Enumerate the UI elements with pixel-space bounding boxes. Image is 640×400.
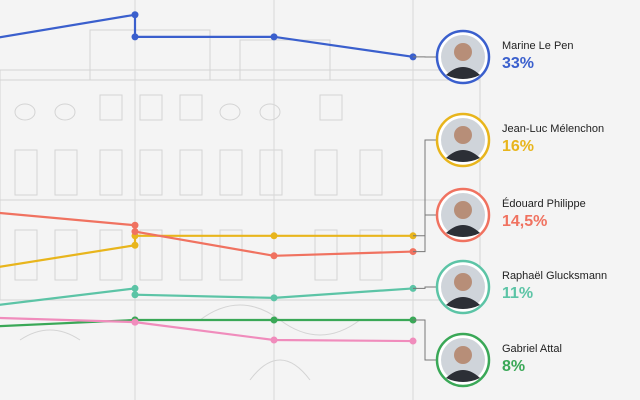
portrait-body: [446, 297, 480, 309]
legend-name: Raphaël Glucksmann: [502, 270, 607, 282]
data-point: [131, 33, 139, 41]
portrait-head: [454, 201, 472, 219]
data-point: [131, 318, 139, 326]
legend-value: 33%: [502, 55, 534, 72]
portrait-body: [446, 67, 480, 79]
data-point: [131, 11, 139, 19]
legend-value: 11%: [502, 285, 533, 302]
portrait-body: [446, 370, 480, 382]
portrait-body: [446, 225, 480, 237]
portrait-head: [454, 346, 472, 364]
data-point: [131, 284, 139, 292]
legend-name: Marine Le Pen: [502, 40, 574, 52]
portrait-head: [454, 43, 472, 61]
portrait-head: [454, 273, 472, 291]
portrait-head: [454, 126, 472, 144]
series-line: [0, 318, 413, 328]
data-point: [131, 221, 139, 229]
legend-value: 16%: [502, 138, 534, 155]
connector: [413, 214, 437, 253]
legend-value: 14,5%: [502, 213, 547, 230]
data-point: [131, 291, 139, 299]
data-point: [270, 336, 278, 344]
connector: [413, 139, 437, 237]
legend-value: 8%: [502, 358, 525, 375]
data-point: [270, 316, 278, 324]
data-point: [270, 232, 278, 240]
portrait-body: [446, 150, 480, 162]
data-point: [409, 337, 417, 345]
legend-name: Jean-Luc Mélenchon: [502, 123, 604, 135]
data-point: [131, 241, 139, 249]
connector: [413, 319, 437, 361]
data-point: [270, 294, 278, 302]
legend-name: Édouard Philippe: [502, 197, 586, 210]
data-point: [270, 33, 278, 41]
data-point: [270, 252, 278, 260]
data-point: [131, 228, 139, 236]
series-line: [0, 316, 414, 343]
connector: [413, 286, 437, 289]
building-engraving: [0, 29, 481, 381]
legend-name: Gabriel Attal: [502, 343, 562, 355]
